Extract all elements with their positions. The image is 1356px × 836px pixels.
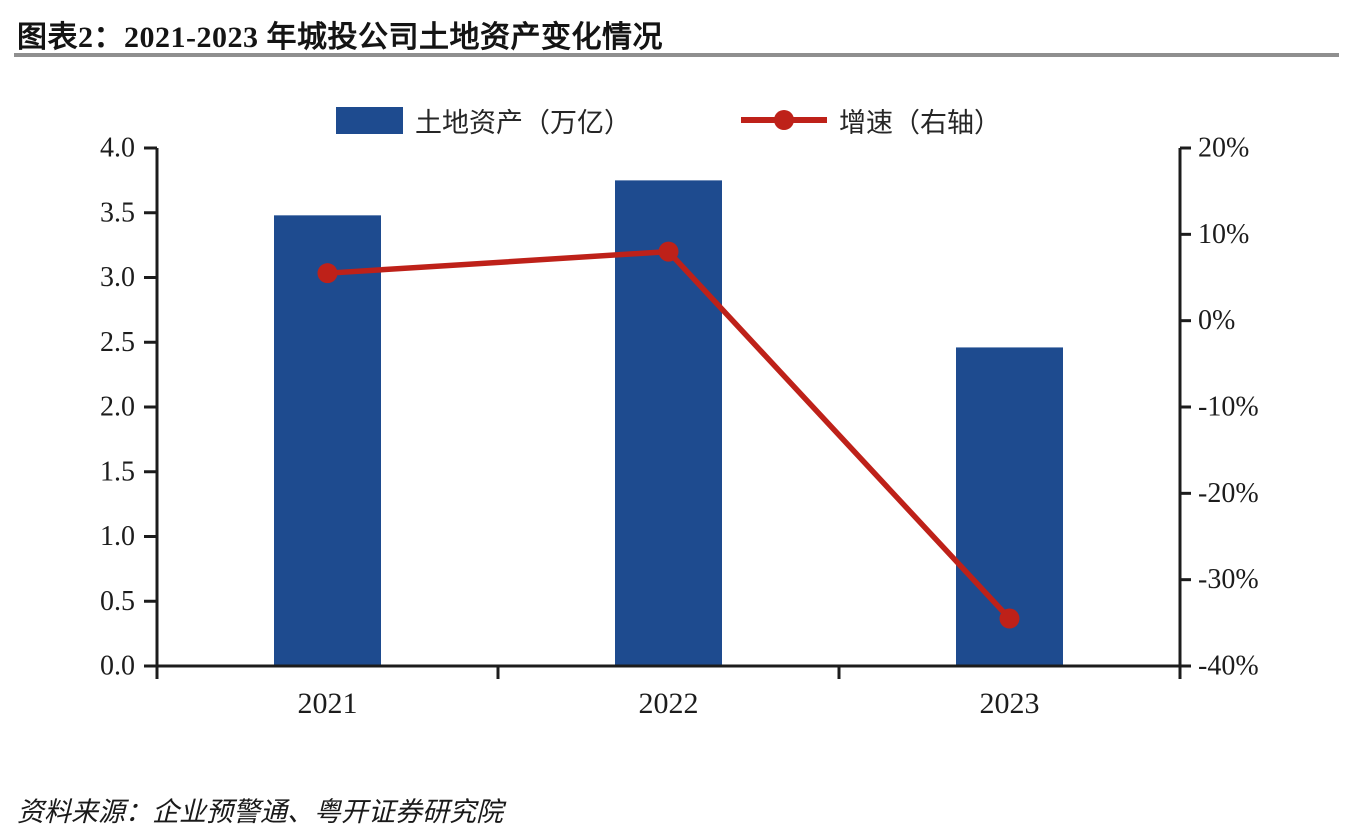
bar-2021 (274, 215, 381, 666)
legend-item-growth: 增速（右轴） (741, 101, 1001, 140)
y-left-tick-label: 2.0 (100, 392, 135, 423)
x-tick-label: 2022 (639, 687, 699, 720)
y-left-tick-label: 3.0 (100, 262, 135, 293)
source-line: 资料来源：企业预警通、粤开证券研究院 (17, 797, 503, 827)
y-left-tick-label: 3.5 (100, 197, 135, 228)
legend-bar-label: 土地资产（万亿） (415, 107, 631, 138)
y-right-tick-label: -40% (1198, 651, 1259, 682)
legend-line-dot-icon (774, 110, 794, 130)
x-tick-label: 2021 (298, 687, 358, 720)
y-left-tick-label: 1.0 (100, 521, 135, 552)
growth-point-2021 (317, 263, 338, 284)
y-right-tick-label: 0% (1198, 305, 1235, 336)
y-left-tick-label: 2.5 (100, 327, 135, 358)
y-right-tick-label: -30% (1198, 564, 1259, 595)
growth-point-2023 (999, 608, 1020, 629)
y-right-tick-label: 20% (1198, 133, 1249, 164)
y-right-tick-label: -20% (1198, 478, 1259, 509)
y-right-tick-label: -10% (1198, 392, 1259, 423)
y-left-tick-label: 1.5 (100, 456, 135, 487)
y-right-tick-label: 10% (1198, 219, 1249, 250)
y-left-tick-label: 4.0 (100, 133, 135, 164)
chart-title: 图表2：2021-2023 年城投公司土地资产变化情况 (17, 21, 663, 54)
x-tick-label: 2023 (980, 687, 1040, 720)
growth-point-2022 (658, 241, 679, 262)
legend-bar-swatch (336, 106, 403, 134)
legend-line-label: 增速（右轴） (839, 107, 1001, 138)
legend: 土地资产（万亿） 增速（右轴） (157, 98, 1180, 142)
y-left-tick-label: 0.0 (100, 651, 135, 682)
legend-line-swatch (741, 110, 827, 130)
title-rule (14, 53, 1339, 57)
legend-item-land-assets: 土地资产（万亿） (336, 101, 631, 140)
y-left-tick-label: 0.5 (100, 586, 135, 617)
